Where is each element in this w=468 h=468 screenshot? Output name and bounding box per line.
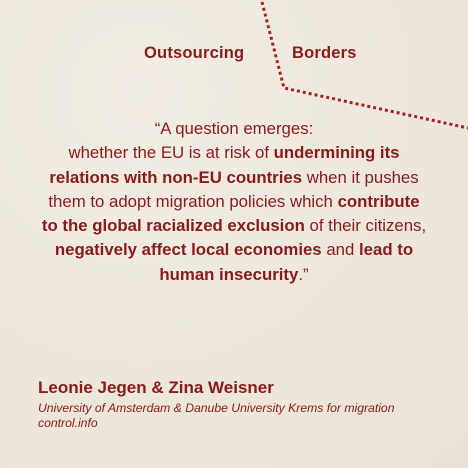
quote-segment: when it pushes them to adopt migration p…: [48, 167, 419, 211]
quote-segment: and: [321, 240, 359, 260]
header: Outsourcing Borders: [0, 44, 468, 68]
quote-segment: .”: [298, 264, 309, 284]
header-left-label: Outsourcing: [144, 44, 245, 62]
quote-highlight: undermining its relations with non-EU co…: [49, 143, 400, 187]
author-affiliation: University of Amsterdam & Danube Univers…: [38, 401, 395, 430]
quote-segment: of their citizens,: [304, 216, 427, 236]
quote-highlight: negatively affect local economies: [54, 240, 322, 260]
quote-segment: whether the EU is at risk of: [68, 143, 274, 163]
quote-highlight: contribute to the global racialized excl…: [41, 191, 420, 236]
quote-highlight: lead to human insecurity: [159, 240, 414, 284]
header-right-label: Borders: [292, 44, 357, 62]
quote-segment: “A question emerges:: [154, 119, 314, 138]
quote-text: “A question emerges: whether the EU is a…: [40, 117, 428, 287]
author-name: Leonie Jegen & Zina Weisner: [38, 378, 274, 397]
